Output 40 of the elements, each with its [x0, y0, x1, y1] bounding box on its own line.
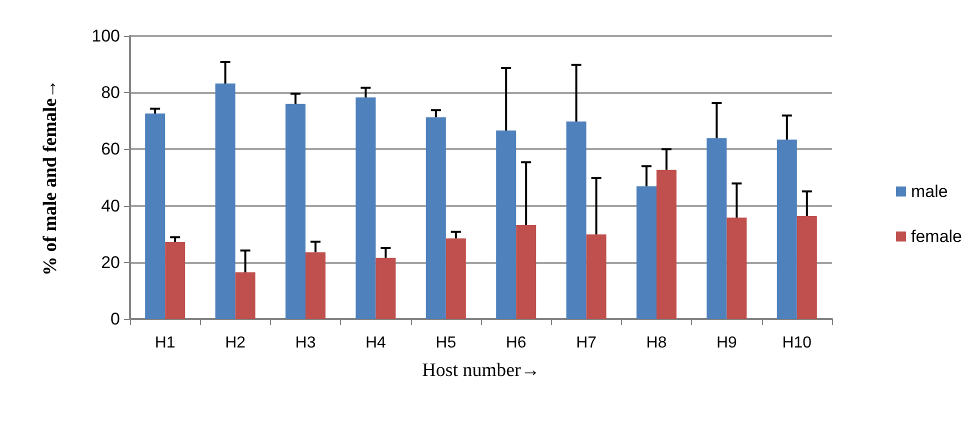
- bar: [446, 238, 466, 319]
- bar: [286, 104, 306, 319]
- bar: [145, 114, 166, 319]
- y-tick-label: 60: [101, 140, 120, 159]
- x-tick-label: H10: [782, 334, 812, 352]
- bar: [706, 138, 727, 319]
- bar: [356, 97, 376, 319]
- bar: [656, 170, 676, 319]
- bar: [636, 186, 656, 319]
- x-tick-label: H4: [365, 334, 386, 352]
- y-tick-label: 80: [101, 83, 120, 102]
- legend-label: male: [910, 182, 948, 201]
- bar: [796, 216, 817, 319]
- bar: [426, 117, 446, 319]
- bar: [306, 252, 326, 319]
- y-tick-label: 0: [110, 310, 120, 328]
- x-tick-label: H3: [295, 334, 316, 352]
- y-axis-title: % of male and female→: [40, 79, 61, 276]
- x-tick-label: H2: [225, 334, 246, 352]
- bar: [235, 272, 256, 319]
- bar: [566, 121, 586, 319]
- bar: [726, 218, 747, 319]
- y-tick-label: 100: [92, 26, 120, 46]
- bar: [165, 242, 186, 319]
- y-tick-label: 40: [101, 196, 120, 216]
- x-tick-label: H1: [154, 334, 176, 352]
- x-axis-title: Host number→: [422, 360, 540, 381]
- x-tick-label: H8: [646, 334, 667, 352]
- bar: [586, 234, 606, 319]
- x-tick-label: H6: [506, 334, 526, 352]
- bar: [496, 130, 516, 319]
- y-tick-label: 20: [101, 252, 120, 272]
- bar: [516, 225, 536, 319]
- x-tick-label: H9: [716, 334, 738, 352]
- x-tick-label: H7: [576, 334, 597, 352]
- legend-label: female: [910, 227, 962, 246]
- x-tick-label: H5: [436, 334, 456, 352]
- bar: [215, 84, 236, 319]
- bar: [776, 140, 797, 319]
- bar: [376, 258, 396, 319]
